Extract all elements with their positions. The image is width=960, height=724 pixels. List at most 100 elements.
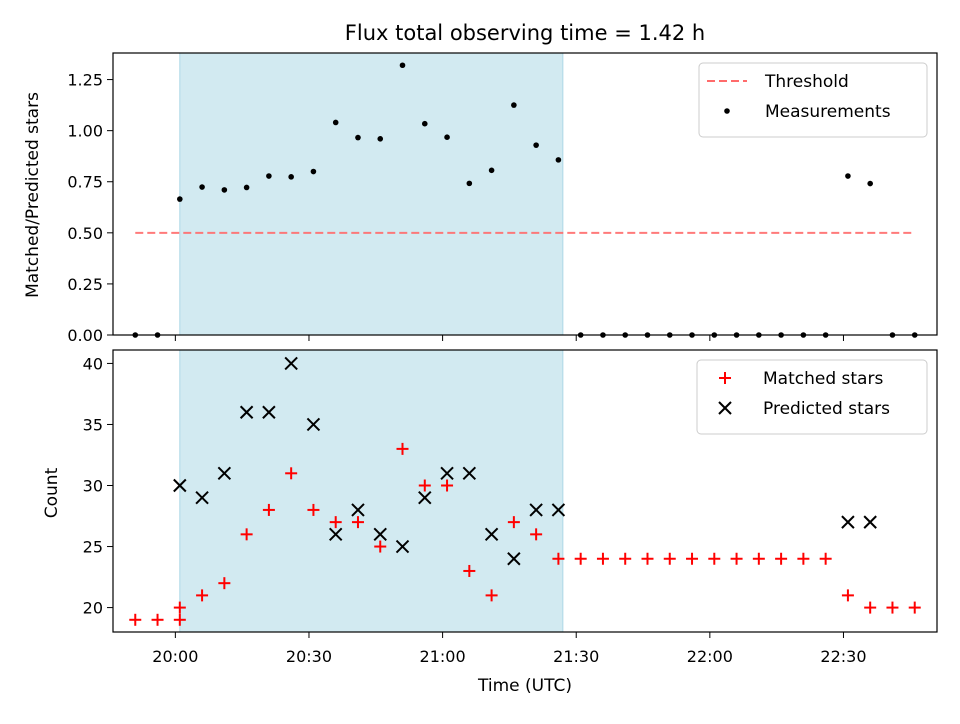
predicted-stars-point xyxy=(284,356,298,371)
predicted-stars-point xyxy=(507,552,521,566)
matched-stars-point xyxy=(619,552,632,565)
matched-stars-point xyxy=(507,516,520,529)
matched-stars-point xyxy=(151,613,164,626)
legend-x-swatch xyxy=(718,401,732,415)
matched-stars-point xyxy=(218,577,231,590)
matched-stars-point xyxy=(196,589,209,602)
x-tick-label: 21:30 xyxy=(553,647,599,666)
predicted-stars-point xyxy=(306,417,321,432)
measurements-point xyxy=(399,62,406,69)
predicted-stars-point xyxy=(328,527,343,542)
legend-item: Predicted stars xyxy=(718,399,890,419)
axes-frame xyxy=(112,349,938,633)
measurements-point xyxy=(266,173,272,179)
matched-stars-point xyxy=(262,503,275,516)
predicted-stars-point xyxy=(217,466,232,481)
measurements-point xyxy=(310,168,317,175)
top-panel: 0.00 0.25 0.50 0.75 1.00 1.25 Threshold Measure… xyxy=(67,52,938,345)
y-tick-label: 20 xyxy=(83,599,103,618)
bottom-panel: 20 25 30 35 40 20:00 20:30 21:00 21:30 22:00 22:30… xyxy=(83,349,938,666)
matched-stars-point xyxy=(819,552,832,565)
matched-stars-point xyxy=(596,552,609,565)
y-tick-label: 40 xyxy=(83,354,103,373)
matched-stars-point xyxy=(396,442,409,455)
matched-stars-point xyxy=(129,613,142,626)
predicted-stars-point xyxy=(195,491,209,505)
legend-item: Measurements xyxy=(724,102,891,122)
x-tick-label: 20:30 xyxy=(286,647,332,666)
y-tick-label: 25 xyxy=(83,538,103,557)
matched-stars-point xyxy=(775,552,788,565)
legend: Matched stars Predicted stars xyxy=(696,359,928,435)
legend-box xyxy=(698,62,928,138)
predicted-stars-point xyxy=(239,405,254,419)
matched-stars-point xyxy=(173,613,186,626)
legend: Threshold Measurements xyxy=(698,62,928,138)
measurements-point xyxy=(221,187,228,193)
matched-stars-point xyxy=(730,552,743,565)
matched-stars-point xyxy=(552,552,565,565)
measurements-point xyxy=(332,119,339,126)
matched-stars-point xyxy=(641,552,654,565)
matched-stars-point xyxy=(797,552,810,565)
predicted-stars-point xyxy=(484,527,499,542)
measurements-point xyxy=(555,157,562,163)
matched-stars-point xyxy=(663,552,676,565)
matched-stars-point xyxy=(240,528,253,541)
bottom-y-axis-label: Count xyxy=(42,467,62,518)
y-tick-label: 30 xyxy=(83,477,103,496)
predicted-stars-point xyxy=(841,515,855,529)
legend-dot-swatch xyxy=(724,108,730,114)
predicted-stars-point xyxy=(262,405,276,419)
predicted-stars-point xyxy=(462,466,477,481)
observing-interval-shade xyxy=(179,53,563,335)
x-tick-label: 21:00 xyxy=(420,647,466,666)
chart-title: Flux total observing time = 1.42 h xyxy=(345,21,705,45)
measurements-point xyxy=(867,180,873,187)
legend-label: Matched stars xyxy=(763,369,883,389)
matched-stars-point xyxy=(530,528,543,541)
matched-stars-point xyxy=(173,601,186,614)
matched-stars-point xyxy=(908,601,921,614)
predicted-stars-point xyxy=(173,478,187,493)
matched-stars-point xyxy=(864,601,877,614)
y-tick-label: 1.25 xyxy=(67,71,103,90)
legend-label: Threshold xyxy=(764,72,849,92)
predicted-stars-point xyxy=(440,466,454,481)
predicted-stars-point xyxy=(863,515,877,529)
predicted-stars-point xyxy=(395,539,410,554)
y-tick-label: 0.00 xyxy=(67,326,103,345)
measurements-point xyxy=(466,180,473,187)
predicted-stars-point xyxy=(529,503,543,517)
measurements-point xyxy=(845,173,851,179)
matched-stars-point xyxy=(441,479,454,492)
matched-stars-point xyxy=(285,467,298,480)
measurements-point xyxy=(421,120,428,127)
matched-stars-point xyxy=(574,552,587,565)
measurements-point xyxy=(533,142,539,148)
matched-stars-point xyxy=(841,589,854,602)
measurements-point xyxy=(177,196,183,202)
matched-stars-point xyxy=(351,516,364,529)
legend-item: Threshold xyxy=(707,72,849,92)
top-y-axis-label: Matched/Predicted stars xyxy=(23,92,43,298)
y-tick-label: 0.75 xyxy=(67,173,103,192)
measurements-point xyxy=(488,167,495,174)
matched-stars-point xyxy=(708,552,721,565)
x-axis-label: Time (UTC) xyxy=(477,676,572,696)
x-tick-label: 22:30 xyxy=(820,647,866,666)
matched-stars-point xyxy=(886,601,899,614)
matched-stars-point xyxy=(752,552,765,565)
predicted-stars-point xyxy=(351,503,365,517)
legend-box xyxy=(696,359,928,435)
measurements-point xyxy=(243,184,250,191)
legend-item: Matched stars xyxy=(719,369,883,389)
y-tick-label: 0.25 xyxy=(67,275,103,294)
y-tick-label: 35 xyxy=(83,415,103,434)
legend-label: Predicted stars xyxy=(763,399,890,419)
predicted-stars-point xyxy=(551,503,566,517)
measurements-point xyxy=(444,134,450,140)
x-tick-label: 22:00 xyxy=(687,647,733,666)
matched-stars-point xyxy=(686,552,699,565)
